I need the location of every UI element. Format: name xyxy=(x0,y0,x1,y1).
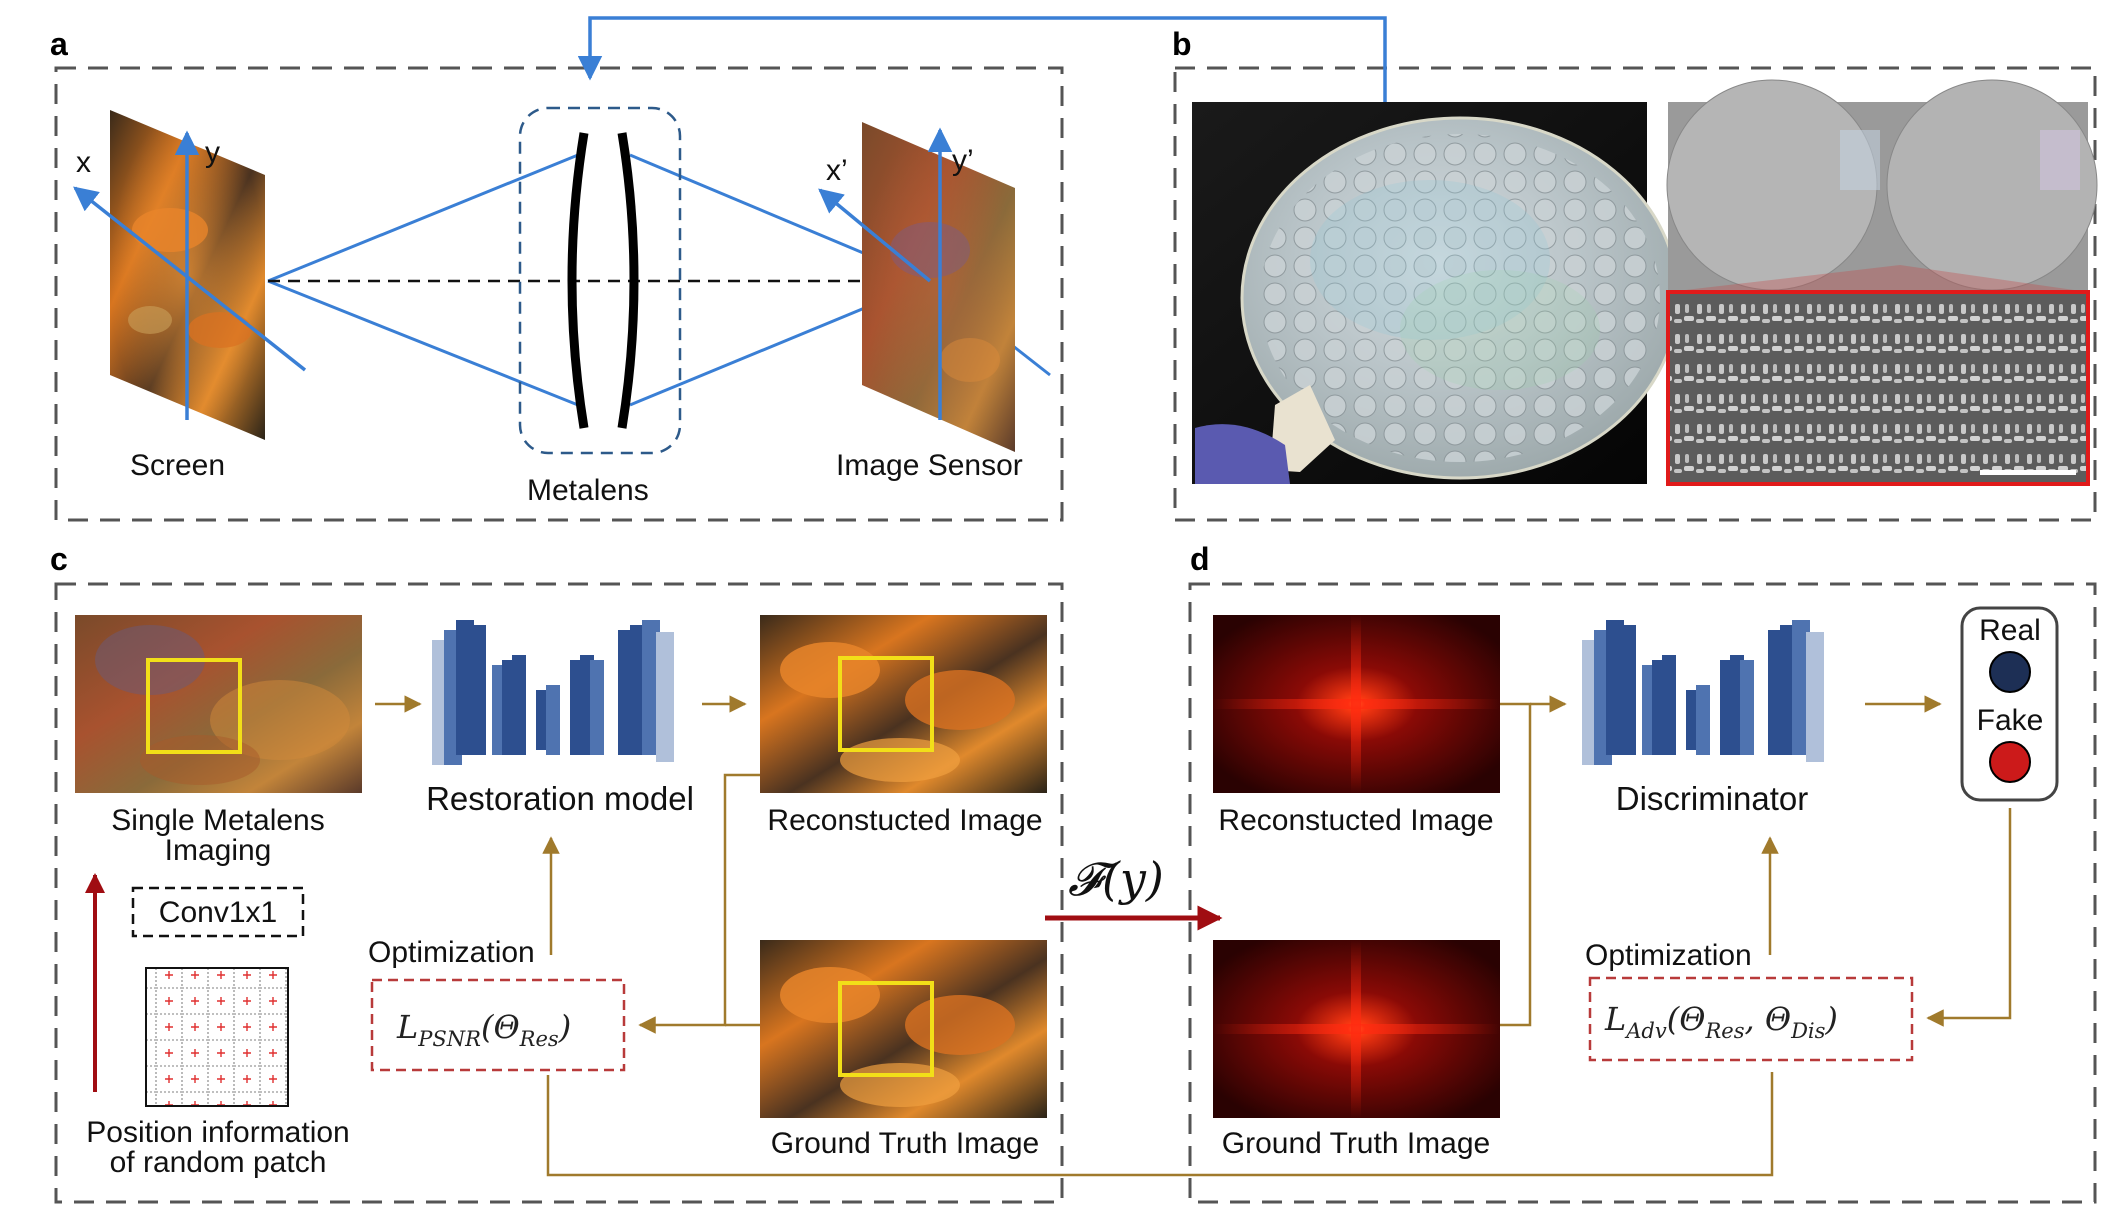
panel-a-letter: a xyxy=(50,26,68,62)
screen-x-axis xyxy=(73,186,307,372)
fft-gt-image xyxy=(1213,940,1500,1118)
restoration-model-label: Restoration model xyxy=(426,780,694,817)
loss-psnr-box xyxy=(370,978,626,1072)
flow-arrows-d xyxy=(1500,695,2012,1027)
conv-label: Conv1x1 xyxy=(159,896,277,929)
position-caption-line1: Position information xyxy=(86,1116,349,1149)
ground-truth-image-c xyxy=(760,940,1047,1118)
fft-recon-image xyxy=(1213,615,1500,793)
gt-label-d: Ground Truth Image xyxy=(1222,1127,1490,1160)
real-circle xyxy=(1989,651,2031,693)
loss-adv-formula: LAdv(ΘRes, ΘDis) xyxy=(1604,1000,1838,1043)
optimization-label-c: Optimization xyxy=(368,936,535,969)
fake-label: Fake xyxy=(1977,704,2044,737)
reconstructed-image-c xyxy=(760,615,1047,793)
input-blurred-image xyxy=(75,615,362,793)
discriminator-network-icon xyxy=(1582,620,1824,765)
input-caption-line1: Single Metalens xyxy=(111,804,324,837)
panel-a-border xyxy=(54,66,1064,522)
panel-c-border xyxy=(54,582,1064,1204)
panel-d-border xyxy=(1188,582,2097,1204)
panel-b-border xyxy=(1173,66,2097,522)
sensor-x-axis xyxy=(818,188,932,283)
gt-label-c: Ground Truth Image xyxy=(771,1127,1039,1160)
screen-y-label: y xyxy=(205,136,220,169)
sem-photo xyxy=(1666,79,2098,486)
loss-psnr-formula: LPSNR(ΘRes) xyxy=(396,1008,571,1051)
recon-label-c: Reconstucted Image xyxy=(767,804,1042,837)
panel-b-letter: b xyxy=(1172,26,1192,62)
scale-bar xyxy=(1980,470,2076,475)
screen-x-label: x xyxy=(76,146,91,179)
wafer-photo xyxy=(1192,102,1680,484)
optimization-label-d: Optimization xyxy=(1585,939,1752,972)
gt-patch-highlight xyxy=(838,981,934,1077)
metalens-box xyxy=(518,106,682,455)
position-grid xyxy=(145,967,289,1107)
discriminator-label: Discriminator xyxy=(1616,780,1809,817)
input-caption-line2: Imaging xyxy=(165,834,272,867)
fake-circle xyxy=(1989,741,2031,783)
conv-box xyxy=(131,886,305,938)
metalens-right-curve xyxy=(617,132,639,429)
panel-d-letter: d xyxy=(1190,541,1210,577)
metalens-left-curve xyxy=(567,132,589,429)
transform-label: 𝓕(y) xyxy=(1068,852,1164,906)
metalens-label: Metalens xyxy=(527,474,649,507)
real-fake-box xyxy=(1960,606,2059,802)
input-patch-highlight xyxy=(146,658,242,754)
loss-adv-box xyxy=(1588,976,1914,1062)
sensor-x-label: x’ xyxy=(826,154,848,187)
panel-c-letter: c xyxy=(50,541,68,577)
sensor-y-label: y’ xyxy=(952,144,974,177)
recon-patch-highlight xyxy=(838,656,934,752)
image-sensor-label: Image Sensor xyxy=(836,449,1023,482)
flow-arrows-c xyxy=(375,695,1774,1177)
restoration-network-icon xyxy=(432,620,674,765)
screen-label: Screen xyxy=(130,449,225,482)
real-label: Real xyxy=(1979,614,2041,647)
recon-label-d: Reconstucted Image xyxy=(1218,804,1493,837)
position-caption-line2: of random patch xyxy=(110,1146,327,1179)
sem-zoom-box xyxy=(1666,290,2090,486)
